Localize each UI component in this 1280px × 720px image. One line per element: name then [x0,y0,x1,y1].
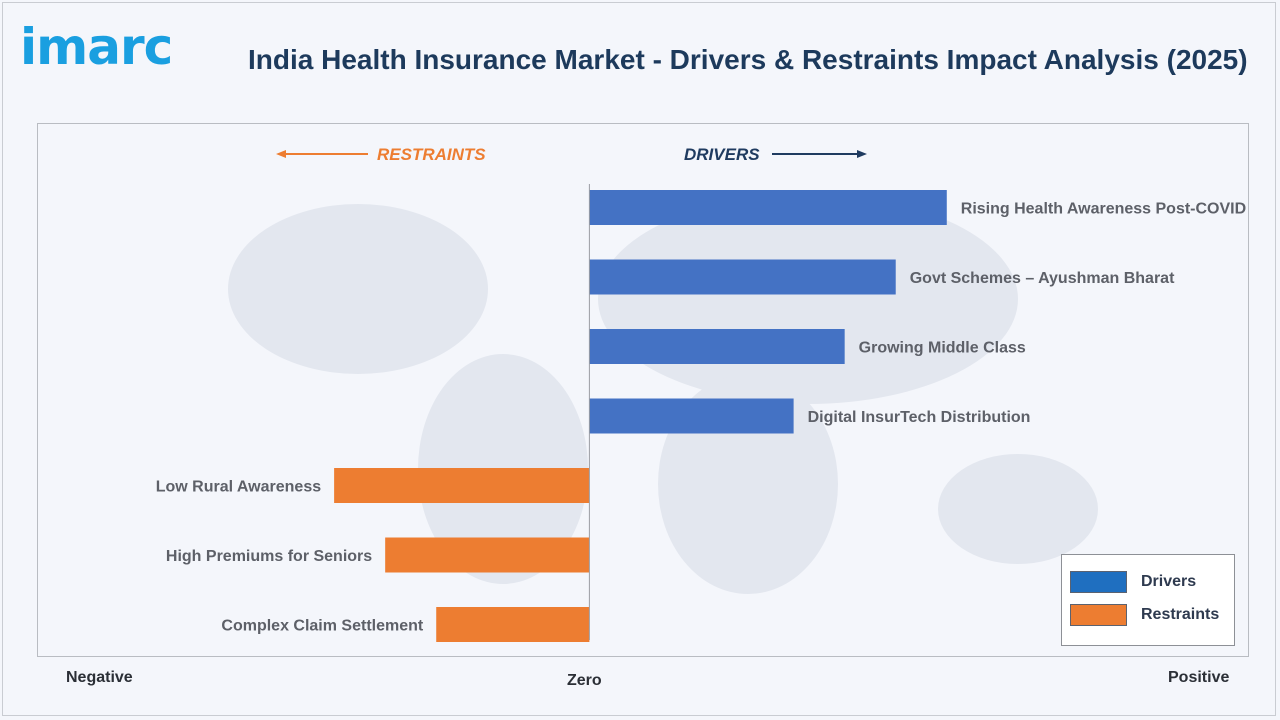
restraints-label: RESTRAINTS [377,145,486,164]
legend-item-drivers: Drivers [1070,570,1196,594]
legend: Drivers Restraints [1061,554,1235,646]
world-map-watermark [228,204,488,374]
axis-negative-label: Negative [66,669,133,686]
bar-label: Low Rural Awareness [156,479,321,496]
drivers-indicator: DRIVERS [684,145,867,164]
plot-area: Rising Health Awareness Post-COVID Govt S… [37,123,1249,657]
bar-drivers [589,398,794,434]
bar-label: Growing Middle Class [859,340,1026,357]
legend-label-restraints: Restraints [1141,606,1220,623]
drivers-label: DRIVERS [684,145,760,164]
bar-restraints [334,468,590,503]
bar-restraints [385,537,590,573]
bar-label: Complex Claim Settlement [221,618,424,635]
axis-positive-label: Positive [1168,669,1230,686]
axis-zero-label: Zero [567,672,602,689]
bar-drivers [589,259,896,295]
world-map-watermark [938,454,1098,564]
chart-title: India Health Insurance Market - Drivers … [248,44,1248,75]
legend-label-drivers: Drivers [1141,573,1197,590]
bar-label: Rising Health Awareness Post-COVID [961,201,1246,218]
bar-label: Govt Schemes – Ayushman Bharat [910,270,1175,287]
imarc-logo: imarc [20,18,173,76]
bar-drivers [589,190,947,225]
legend-swatch-drivers [1070,571,1127,593]
bar-label: Digital InsurTech Distribution [808,409,1031,426]
restraints-arrow-head [276,150,286,158]
bars-layer: Rising Health Awareness Post-COVID Govt S… [156,190,1246,642]
drivers-arrow-head [857,150,867,158]
bar-drivers [589,329,845,364]
restraints-indicator: RESTRAINTS [276,145,486,164]
bar-restraints [436,607,590,642]
bar-label: High Premiums for Seniors [166,548,372,565]
legend-swatch-restraints [1070,604,1127,626]
impact-chart: Rising Health Awareness Post-COVID Govt S… [156,145,1246,642]
world-map-watermark [598,194,1018,404]
legend-item-restraints: Restraints [1070,603,1219,627]
